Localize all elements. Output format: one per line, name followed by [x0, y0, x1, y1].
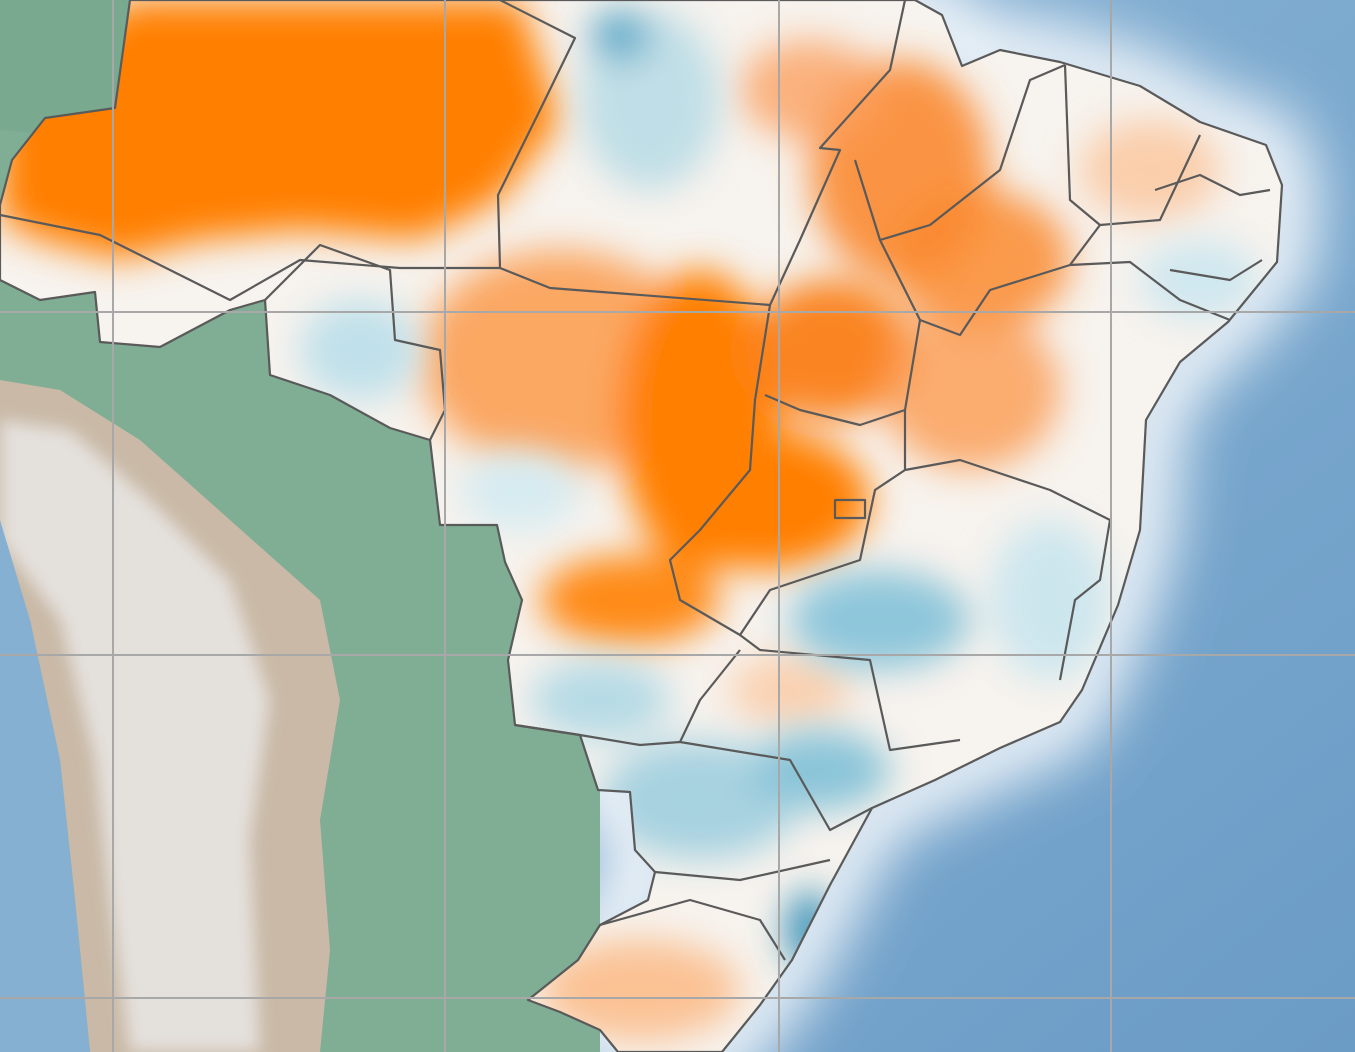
- state-border: [499, 0, 907, 307]
- state-borders: [0, 0, 1271, 961]
- state-border: [0, 0, 577, 302]
- state-border: [764, 393, 906, 427]
- cool-anomaly: [300, 10, 1260, 970]
- state-border: [1154, 173, 1271, 197]
- pacific-ocean: [0, 520, 90, 1052]
- state-border: [739, 634, 961, 752]
- state-border: [654, 858, 831, 882]
- state-border: [1099, 134, 1201, 227]
- andes-highland: [0, 420, 270, 1052]
- state-border: [879, 63, 1066, 242]
- state-border: [1069, 260, 1231, 322]
- land: [0, 0, 130, 140]
- warm-anomaly: [0, 0, 1220, 1040]
- state-border: [668, 159, 922, 637]
- state-border: [1169, 259, 1263, 282]
- state-border: [833, 498, 867, 520]
- state-border: [599, 898, 786, 961]
- state-border: [679, 649, 741, 743]
